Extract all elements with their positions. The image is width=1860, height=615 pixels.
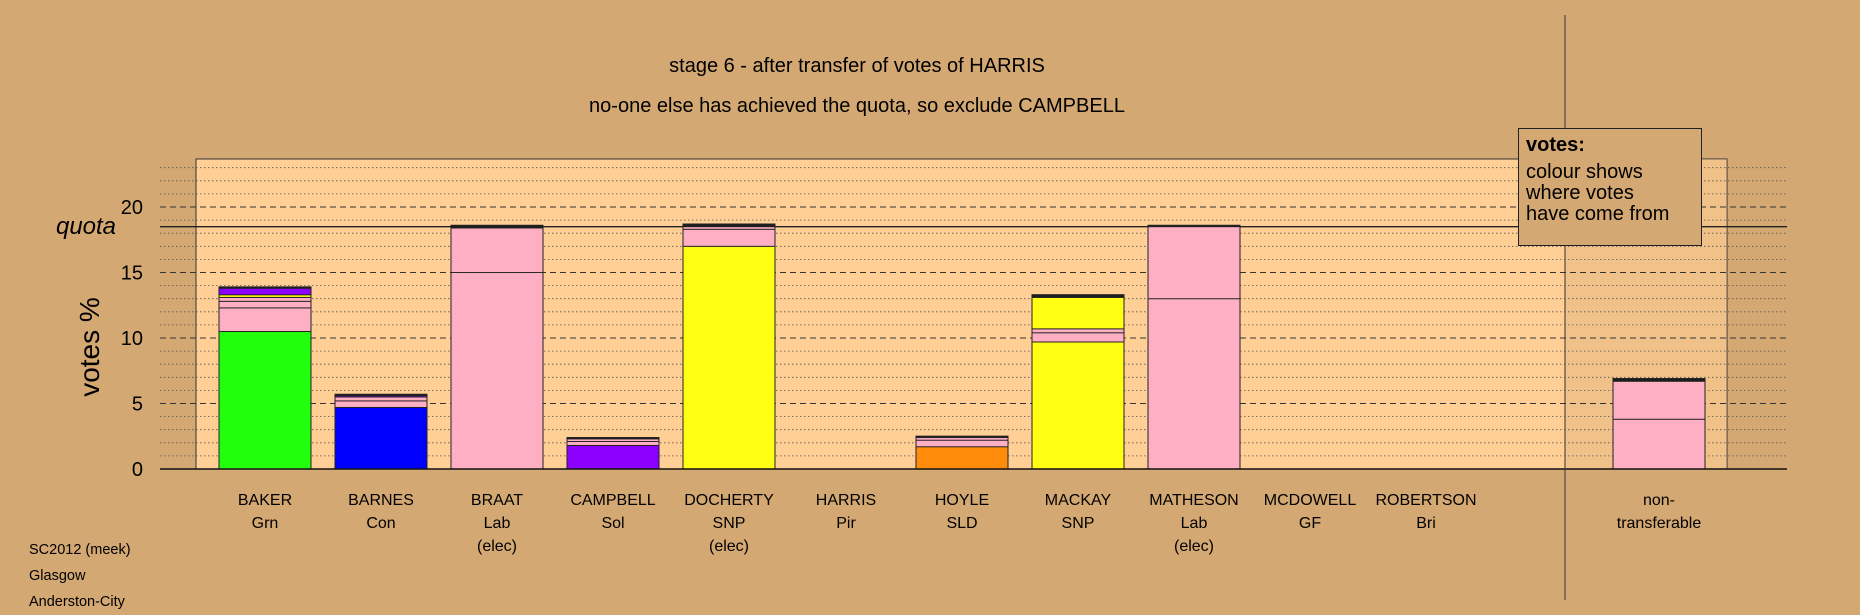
chart-subtitle: no-one else has achieved the quota, so e… (589, 95, 1125, 117)
category-label: HOYLE (935, 492, 989, 509)
source-info: SC2012 (meek) Glasgow Anderston-City (29, 537, 131, 615)
source-line-1: SC2012 (meek) (29, 542, 131, 558)
bar-segment-docherty (682, 228, 776, 247)
y-tick-label: 0 (132, 459, 143, 481)
bar-segment-campbell (566, 444, 660, 470)
category-label: MCDOWELL (1264, 492, 1357, 509)
category-label: Bri (1416, 515, 1436, 532)
category-label: BAKER (238, 492, 292, 509)
bar-segment-mackay (1031, 296, 1125, 330)
category-label: MATHESON (1149, 492, 1238, 509)
bar-segment-hoyle (915, 439, 1009, 448)
category-label: Sol (601, 515, 624, 532)
y-axis-label: votes % (74, 297, 105, 397)
category-label: HARRIS (816, 492, 876, 509)
category-label: BRAAT (471, 492, 523, 509)
category-label: (elec) (477, 538, 517, 555)
chart-title: stage 6 - after transfer of votes of HAR… (669, 55, 1045, 77)
y-tick-label: 5 (132, 394, 143, 416)
chart: BAKER Grn BARNES Con BRAAT Lab (elec) CAMPBELL S… (56, 15, 1787, 600)
bar-segment-matheson (1147, 226, 1241, 300)
bar-segment-barnes (334, 406, 428, 470)
legend-line-2: where votes (1526, 182, 1634, 204)
legend-title: votes: (1526, 134, 1585, 156)
category-label: Lab (1181, 515, 1208, 532)
category-label: MACKAY (1045, 492, 1112, 509)
source-line-2: Glasgow (29, 568, 86, 584)
bar-segment-hoyle (915, 446, 1009, 470)
category-label: BARNES (348, 492, 414, 509)
category-label: Con (366, 515, 395, 532)
quota-label: quota (56, 213, 116, 240)
source-line-3: Anderston-City (29, 594, 125, 610)
bar-segment-barnes (334, 396, 428, 402)
bar-segment-mackay (1031, 332, 1125, 343)
legend: votes: colour shows where votes have com… (1518, 128, 1702, 246)
category-label: (elec) (709, 538, 749, 555)
category-label: ROBERTSON (1375, 492, 1476, 509)
category-label: SNP (713, 515, 746, 532)
y-tick-label: 10 (121, 328, 143, 350)
category-label: DOCHERTY (684, 492, 774, 509)
legend-line-3: have come from (1526, 203, 1670, 225)
category-label: non- (1643, 492, 1675, 509)
legend-line-1: colour shows (1526, 161, 1643, 183)
bar-segment-matheson (1147, 298, 1241, 470)
bar-segment-barnes (334, 400, 428, 408)
bar-segment-braat (450, 227, 544, 273)
y-tick-label: 20 (121, 197, 143, 219)
bar-segment-non (1612, 380, 1706, 420)
category-label: Lab (484, 515, 511, 532)
category-label: GF (1299, 515, 1321, 532)
category-label: (elec) (1174, 538, 1214, 555)
bar-segment-baker (218, 307, 312, 332)
bar-segment-baker (218, 300, 312, 309)
category-label: SNP (1062, 515, 1095, 532)
category-label: SLD (946, 515, 977, 532)
bar-segment-non (1612, 418, 1706, 470)
category-label: Pir (836, 515, 856, 532)
bar-segment-baker (218, 287, 312, 296)
category-label: transferable (1617, 515, 1702, 532)
bar-segment-mackay (1031, 328, 1125, 334)
bar-segment-mackay (1031, 341, 1125, 470)
bar-segment-baker (218, 296, 312, 302)
bar-segment-docherty (682, 245, 776, 470)
category-label: Grn (252, 515, 279, 532)
bar-segment-baker (218, 331, 312, 470)
bar-segment-campbell (566, 441, 660, 446)
category-label: CAMPBELL (570, 492, 655, 509)
bar-segment-braat (450, 272, 544, 470)
y-tick-label: 15 (121, 263, 143, 285)
